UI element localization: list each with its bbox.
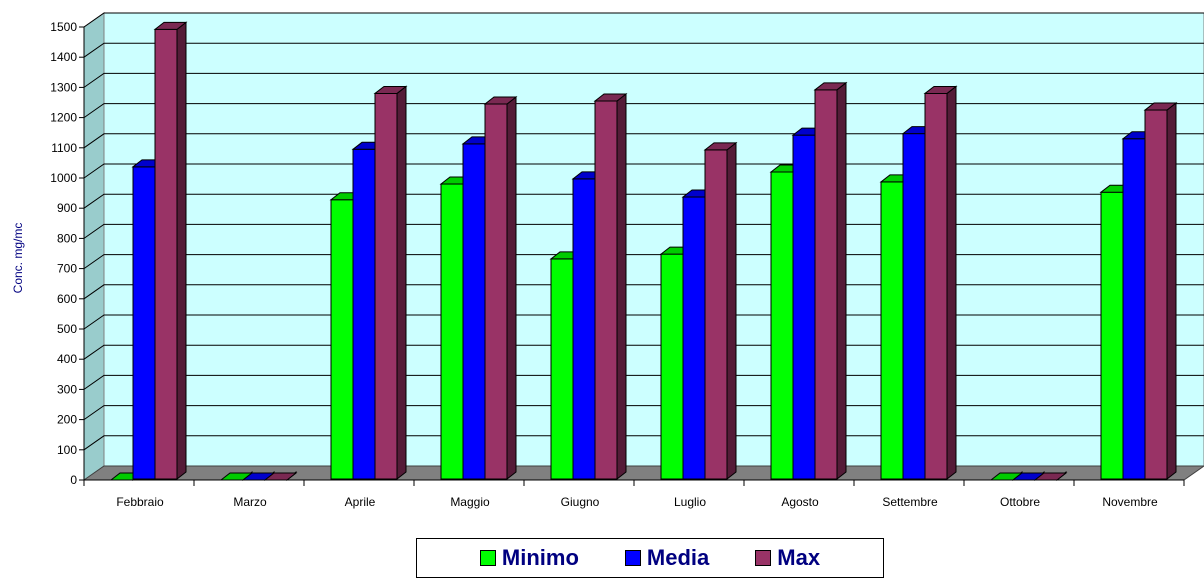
bar-max-giugno: [593, 92, 628, 481]
y-tick-label: 900: [57, 201, 77, 215]
legend-label-media: Media: [646, 545, 710, 570]
x-tick-label: Ottobre: [1000, 495, 1040, 509]
bar-max-marzo: [263, 470, 298, 482]
bar-max-aprile: [373, 85, 408, 481]
legend-label-minimo: Minimo: [501, 545, 579, 570]
x-tick-label: Aprile: [345, 495, 376, 509]
y-tick-label: 600: [57, 292, 77, 306]
gridline: [83, 42, 1204, 58]
y-tick-label: 100: [57, 443, 77, 457]
y-axis-label: Conc. mg/mc: [11, 223, 25, 294]
legend-item-media: Media: [624, 545, 710, 571]
x-tick-label: Luglio: [674, 495, 706, 509]
bar-max-maggio: [483, 95, 518, 481]
x-tick-label: Febbraio: [116, 495, 164, 509]
y-tick-label: 1000: [50, 171, 77, 185]
bar-max-settembre: [923, 85, 958, 481]
y-tick-label: 200: [57, 413, 77, 427]
bar-max-novembre: [1143, 102, 1178, 481]
x-axis: Febbraio Marzo Aprile Maggio Giugno Luglio Ago…: [83, 479, 1185, 509]
x-tick-label: Marzo: [233, 495, 267, 509]
y-tick-label: 800: [57, 231, 77, 245]
legend-item-minimo: Minimo: [479, 545, 579, 571]
y-tick-label: 1200: [50, 111, 77, 125]
legend-swatch-media: [624, 550, 641, 566]
x-tick-label: Agosto: [781, 495, 819, 509]
legend-item-max: Max: [755, 545, 820, 571]
legend-swatch-minimo: [479, 550, 496, 566]
y-tick-label: 500: [57, 322, 77, 336]
y-tick-label: 700: [57, 262, 77, 276]
x-tick-label: Settembre: [882, 495, 938, 509]
y-tick-label: 400: [57, 352, 77, 366]
y-tick-label: 1500: [50, 20, 77, 34]
y-tick-label: 1400: [50, 50, 77, 64]
bar-max-febbraio: [153, 21, 188, 481]
legend-swatch-max: [755, 550, 772, 566]
legend: Minimo Media Max: [416, 538, 884, 578]
x-tick-label: Novembre: [1102, 495, 1158, 509]
gridline: [83, 12, 1204, 28]
bars: [109, 21, 1178, 482]
y-tick-label: 0: [70, 473, 77, 487]
x-tick-label: Maggio: [450, 495, 490, 509]
bar-max-luglio: [703, 141, 738, 481]
y-tick-label: 300: [57, 382, 77, 396]
y-tick-label: 1100: [51, 141, 77, 155]
y-tick-label: 1300: [50, 80, 77, 94]
plot-background: [82, 12, 1204, 481]
bar-max-agosto: [813, 81, 848, 481]
y-axis: 0 100 200 300 400 500 600 700 800 900 1000 1100 1200…: [50, 20, 85, 487]
legend-label-max: Max: [777, 545, 821, 570]
gridline: [83, 72, 1204, 88]
x-tick-label: Giugno: [561, 495, 600, 509]
